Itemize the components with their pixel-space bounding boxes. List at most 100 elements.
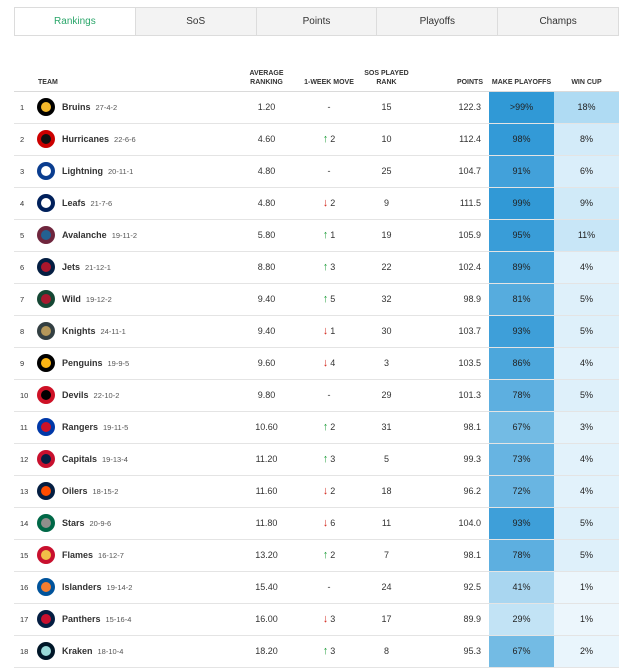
win-cup-cell: 18% xyxy=(554,91,619,124)
sos-rank-cell: 29 xyxy=(359,379,414,412)
arrow-down-icon: ↓ xyxy=(322,325,329,337)
team-cell[interactable]: Kraken 18-10-4 xyxy=(36,635,234,668)
table-row: 6 Jets 21-12-1 8.80 ↑ 3 22 102.4 89% 4% xyxy=(14,251,619,284)
tab-sos[interactable]: SoS xyxy=(136,8,257,35)
win-cup-cell: 2% xyxy=(554,635,619,668)
team-name: Stars xyxy=(62,518,85,528)
week-move-value: 3 xyxy=(330,454,336,464)
team-name: Bruins xyxy=(62,102,91,112)
header-team: TEAM xyxy=(36,58,234,92)
team-cell[interactable]: Oilers 18-15-2 xyxy=(36,475,234,508)
week-move-value: - xyxy=(327,390,331,400)
win-cup-cell: 5% xyxy=(554,283,619,316)
team-record: 19-14-2 xyxy=(106,582,133,592)
team-cell[interactable]: Panthers 15-16-4 xyxy=(36,603,234,636)
points-cell: 112.4 xyxy=(414,123,489,156)
team-name: Jets xyxy=(62,262,81,272)
team-cell[interactable]: Devils 22-10-2 xyxy=(36,379,234,412)
team-logo-icon xyxy=(37,290,55,308)
team-logo-icon xyxy=(37,418,55,436)
week-move-cell: ↓ 6 xyxy=(299,507,359,540)
team-record: 20-11-1 xyxy=(107,166,134,176)
team-cell[interactable]: Stars 20-9-6 xyxy=(36,507,234,540)
team-name: Oilers xyxy=(62,486,88,496)
rank-cell: 14 xyxy=(14,507,36,540)
team-cell[interactable]: Flames 16-12-7 xyxy=(36,539,234,572)
arrow-down-icon: ↓ xyxy=(322,357,329,369)
team-name: Hurricanes xyxy=(62,134,110,144)
rank-cell: 10 xyxy=(14,379,36,412)
team-cell[interactable]: Hurricanes 22-6-6 xyxy=(36,123,234,156)
rankings-table: TEAM AVERAGE RANKING 1-WEEK MOVE SOS PLA… xyxy=(14,58,619,668)
week-move-cell: ↑ 3 xyxy=(299,251,359,284)
sos-rank-cell: 7 xyxy=(359,539,414,572)
team-logo-icon xyxy=(37,642,55,660)
sos-rank-cell: 31 xyxy=(359,411,414,444)
tab-rankings[interactable]: Rankings xyxy=(15,8,136,35)
week-move-cell: ↓ 2 xyxy=(299,475,359,508)
points-cell: 103.5 xyxy=(414,347,489,380)
arrow-up-icon: ↑ xyxy=(322,133,329,145)
table-row: 10 Devils 22-10-2 9.80 - 29 101.3 78% 5% xyxy=(14,379,619,412)
team-logo-icon xyxy=(37,322,55,340)
make-playoffs-cell: 98% xyxy=(489,123,554,156)
average-ranking-cell: 18.20 xyxy=(234,635,299,668)
table-row: 12 Capitals 19-13-4 11.20 ↑ 3 5 99.3 73% 4% xyxy=(14,443,619,476)
sos-rank-cell: 3 xyxy=(359,347,414,380)
team-cell[interactable]: Leafs 21-7-6 xyxy=(36,187,234,220)
tab-playoffs[interactable]: Playoffs xyxy=(377,8,499,35)
tab-champs[interactable]: Champs xyxy=(539,16,577,27)
team-cell[interactable]: Rangers 19-11-5 xyxy=(36,411,234,444)
arrow-down-icon: ↓ xyxy=(322,613,329,625)
tab-bar: Rankings SoS Points Playoffs Champs xyxy=(14,7,619,36)
make-playoffs-cell: 91% xyxy=(489,155,554,188)
header-week-move: 1-WEEK MOVE xyxy=(299,58,359,92)
team-logo-icon xyxy=(37,514,55,532)
team-logo-icon xyxy=(37,98,55,116)
make-playoffs-cell: 86% xyxy=(489,347,554,380)
team-cell[interactable]: Bruins 27-4-2 xyxy=(36,91,234,124)
win-cup-cell: 4% xyxy=(554,475,619,508)
week-move-cell: - xyxy=(299,155,359,188)
team-record: 19-13-4 xyxy=(102,454,128,464)
arrow-up-icon: ↑ xyxy=(322,645,329,657)
rank-cell: 15 xyxy=(14,539,36,572)
table-row: 13 Oilers 18-15-2 11.60 ↓ 2 18 96.2 72% 4% xyxy=(14,475,619,508)
team-record: 27-4-2 xyxy=(95,102,118,112)
team-cell[interactable]: Jets 21-12-1 xyxy=(36,251,234,284)
table-row: 17 Panthers 15-16-4 16.00 ↓ 3 17 89.9 29% 1% xyxy=(14,603,619,636)
table-row: 9 Penguins 19-9-5 9.60 ↓ 4 3 103.5 86% 4% xyxy=(14,347,619,380)
rank-cell: 5 xyxy=(14,219,36,252)
table-row: 2 Hurricanes 22-6-6 4.60 ↑ 2 10 112.4 98% 8% xyxy=(14,123,619,156)
team-cell[interactable]: Wild 19-12-2 xyxy=(36,283,234,316)
points-cell: 98.1 xyxy=(414,411,489,444)
win-cup-cell: 6% xyxy=(554,155,619,188)
header-rank xyxy=(14,58,36,92)
team-name: Kraken xyxy=(62,646,93,656)
team-cell[interactable]: Penguins 19-9-5 xyxy=(36,347,234,380)
week-move-cell: ↑ 2 xyxy=(299,411,359,444)
rank-cell: 3 xyxy=(14,155,36,188)
points-cell: 99.3 xyxy=(414,443,489,476)
rank-cell: 11 xyxy=(14,411,36,444)
tab-points[interactable]: Points xyxy=(257,8,378,35)
team-cell[interactable]: Lightning 20-11-1 xyxy=(36,155,234,188)
points-cell: 102.4 xyxy=(414,251,489,284)
average-ranking-cell: 10.60 xyxy=(234,411,299,444)
make-playoffs-cell: 89% xyxy=(489,251,554,284)
team-cell[interactable]: Knights 24-11-1 xyxy=(36,315,234,348)
team-cell[interactable]: Avalanche 19-11-2 xyxy=(36,219,234,252)
average-ranking-cell: 9.40 xyxy=(234,315,299,348)
header-average-ranking: AVERAGE RANKING xyxy=(234,58,299,92)
sos-rank-cell: 30 xyxy=(359,315,414,348)
team-name: Devils xyxy=(62,390,89,400)
points-cell: 105.9 xyxy=(414,219,489,252)
week-move-value: - xyxy=(327,166,331,176)
week-move-value: 2 xyxy=(330,486,336,496)
team-cell[interactable]: Islanders 19-14-2 xyxy=(36,571,234,604)
team-cell[interactable]: Capitals 19-13-4 xyxy=(36,443,234,476)
team-logo-icon xyxy=(37,610,55,628)
team-record: 19-9-5 xyxy=(107,358,130,368)
average-ranking-cell: 11.80 xyxy=(234,507,299,540)
make-playoffs-cell: 41% xyxy=(489,571,554,604)
